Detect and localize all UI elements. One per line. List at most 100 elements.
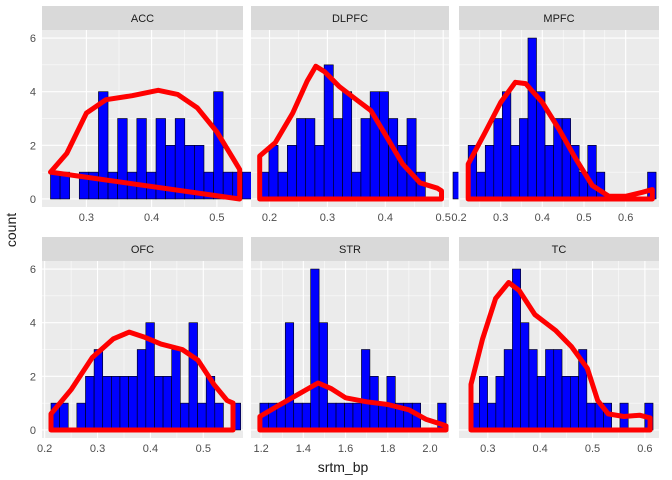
histogram-bar bbox=[484, 145, 495, 200]
histogram-bar bbox=[117, 118, 128, 200]
histogram-bar bbox=[342, 91, 353, 200]
x-tick-label: 0.5 bbox=[196, 443, 211, 455]
x-tick-label: 1.4 bbox=[296, 443, 311, 455]
y-tick-label: 2 bbox=[30, 140, 36, 152]
histogram-bar bbox=[519, 118, 529, 200]
histogram-bar bbox=[277, 171, 288, 200]
x-tick-label: 0.5 bbox=[209, 212, 224, 224]
histogram-bar bbox=[286, 145, 297, 200]
histogram-bar bbox=[171, 349, 181, 431]
density-curve bbox=[257, 63, 444, 202]
facet-str: STR 1.2 1.4 1.6 1.8 2.0 bbox=[251, 237, 449, 455]
histogram-bar bbox=[527, 37, 537, 200]
histogram-bar bbox=[128, 376, 138, 431]
histogram-bar bbox=[180, 402, 190, 431]
facet-tc: TC 0.3 0.4 0.5 0.6 bbox=[459, 237, 659, 455]
x-tick-label: 0.3 bbox=[79, 212, 94, 224]
x-tick-label: 0.3 bbox=[480, 443, 495, 455]
facet-strip-label: TC bbox=[552, 244, 567, 256]
histogram-bar bbox=[487, 402, 497, 431]
y-tick-label: 6 bbox=[30, 264, 36, 276]
histogram-bar bbox=[310, 268, 320, 431]
histogram-bar bbox=[76, 402, 86, 431]
x-tick-label: 0.3 bbox=[320, 212, 335, 224]
histogram-bar bbox=[335, 402, 345, 431]
histogram-bar bbox=[301, 402, 311, 431]
x-tick-label: 0.4 bbox=[378, 212, 393, 224]
facet-strip bbox=[251, 237, 449, 261]
histogram-bar bbox=[242, 171, 253, 200]
histogram-bar bbox=[570, 376, 579, 431]
facet-strip-label: MPFC bbox=[543, 13, 574, 25]
y-tick-label: 2 bbox=[30, 371, 36, 383]
x-tick-label: 0.4 bbox=[533, 443, 548, 455]
histogram-bar bbox=[406, 118, 417, 200]
facet-strip-label: ACC bbox=[131, 13, 154, 25]
x-tick-label: 0.6 bbox=[618, 212, 633, 224]
x-tick-label: 2.0 bbox=[422, 443, 437, 455]
histogram-bar bbox=[102, 376, 112, 431]
histogram-bar bbox=[528, 349, 538, 431]
histogram-bar bbox=[510, 145, 520, 200]
histogram-bar bbox=[174, 118, 186, 200]
y-tick-label: 4 bbox=[30, 318, 36, 330]
histogram-bar bbox=[268, 145, 279, 200]
histogram-bar bbox=[296, 118, 307, 200]
histogram-bar bbox=[293, 402, 303, 431]
x-tick-label: 1.6 bbox=[338, 443, 353, 455]
histogram-bar bbox=[188, 322, 198, 431]
histogram-bar bbox=[344, 402, 354, 431]
histogram-bar bbox=[520, 322, 530, 431]
histogram-bar bbox=[352, 402, 362, 431]
histogram-bar bbox=[360, 118, 371, 200]
histogram-bar bbox=[476, 171, 486, 200]
histogram-bar bbox=[119, 376, 129, 431]
facet-mpfc: MPFC 0.2 0.3 0.4 0.5 0.6 bbox=[451, 6, 659, 224]
x-tick-label: 0.2 bbox=[37, 443, 52, 455]
histogram-bar bbox=[503, 349, 513, 431]
histogram-bar bbox=[544, 145, 554, 200]
histogram-bar bbox=[379, 91, 389, 200]
histogram-bar bbox=[388, 118, 399, 200]
histogram-bar bbox=[378, 402, 388, 431]
x-tick-label: 1.2 bbox=[253, 443, 268, 455]
histogram-bar bbox=[369, 91, 380, 200]
histogram-bar bbox=[50, 171, 61, 200]
x-axis-title: srtm_bp bbox=[318, 459, 369, 475]
density-curve bbox=[465, 79, 655, 202]
facet-strip-label: STR bbox=[339, 244, 361, 256]
x-tick-label: 0.5 bbox=[436, 212, 451, 224]
histogram-bar bbox=[305, 118, 316, 200]
histogram-bar bbox=[536, 376, 546, 431]
histogram-bar bbox=[553, 349, 563, 431]
facet-strip-label: OFC bbox=[131, 244, 154, 256]
x-tick-label: 0.4 bbox=[535, 212, 550, 224]
density-curve bbox=[48, 87, 243, 202]
histogram-bar bbox=[351, 171, 362, 200]
facet-strip bbox=[251, 6, 449, 30]
x-tick-label: 0.4 bbox=[144, 212, 159, 224]
histogram-bar bbox=[587, 145, 597, 200]
histogram-bar bbox=[361, 349, 371, 431]
histogram-bar bbox=[495, 376, 505, 431]
y-tick-label: 0 bbox=[30, 194, 36, 206]
histogram-bar bbox=[561, 376, 571, 431]
histogram-bar bbox=[85, 376, 95, 431]
y-tick-label: 0 bbox=[30, 425, 36, 437]
facet-dlpfc: DLPFC 0.2 0.3 0.4 0.5 bbox=[251, 6, 463, 224]
y-axis-title: count bbox=[3, 213, 19, 247]
histogram-bar bbox=[561, 118, 571, 200]
histogram-bar bbox=[318, 322, 328, 431]
facet-strip-label: DLPFC bbox=[332, 13, 368, 25]
histogram-bar bbox=[479, 376, 488, 431]
x-tick-label: 1.8 bbox=[380, 443, 395, 455]
facet-acc: ACC 0 2 4 6 0.3 0.4 0.5 bbox=[30, 6, 262, 224]
histogram-bar bbox=[111, 376, 121, 431]
facet-strip bbox=[459, 237, 659, 261]
histogram-bar bbox=[213, 91, 224, 200]
histogram-bar bbox=[327, 402, 337, 431]
histogram-bar bbox=[545, 349, 555, 431]
histogram-bar bbox=[107, 171, 118, 200]
density-curve bbox=[468, 280, 653, 433]
y-tick-label: 4 bbox=[30, 87, 36, 99]
